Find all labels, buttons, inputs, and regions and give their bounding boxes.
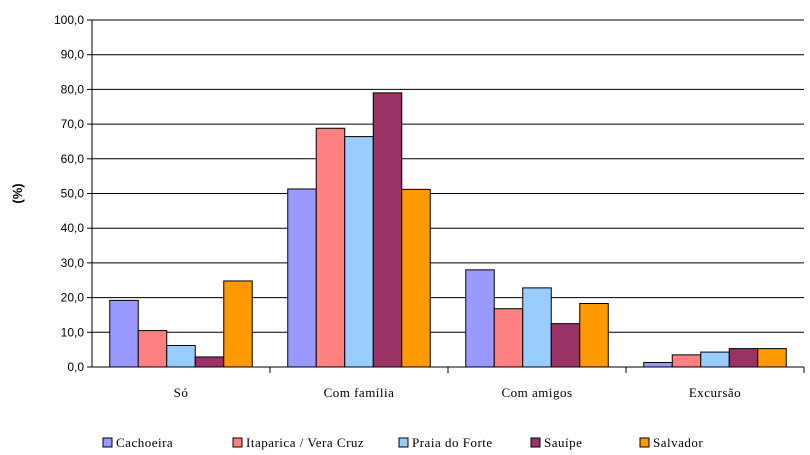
legend-swatch — [232, 437, 243, 448]
gridlines — [92, 19, 804, 333]
y-tick-label: 80,0 — [61, 82, 85, 96]
bars — [109, 92, 787, 368]
bar — [757, 348, 787, 368]
y-tick-label: 50,0 — [61, 187, 85, 201]
bar — [401, 188, 431, 368]
category-label: Com família — [324, 385, 395, 400]
bar — [550, 323, 581, 368]
bar — [137, 330, 168, 368]
y-tick-label: 20,0 — [61, 291, 85, 305]
legend-label: Cachoeira — [116, 435, 173, 450]
bar — [465, 269, 495, 368]
legend-swatch — [398, 437, 409, 448]
bar — [194, 356, 225, 368]
x-axis-categories: Só Com família Com amigos Excursão — [174, 367, 805, 400]
bar — [315, 127, 346, 368]
category-label: Com amigos — [501, 385, 572, 400]
bar — [109, 299, 139, 368]
y-axis-label: (%) — [10, 183, 25, 203]
bar — [493, 308, 524, 368]
bar — [579, 302, 609, 368]
bar — [728, 348, 759, 368]
bar — [166, 344, 196, 368]
legend-swatch — [530, 437, 541, 448]
y-tick-label: 30,0 — [61, 256, 85, 270]
y-tick-label: 10,0 — [61, 325, 85, 339]
y-tick-label: 60,0 — [61, 152, 85, 166]
legend-label: Itaparica / Vera Cruz — [246, 435, 364, 450]
legend: Cachoeira Itaparica / Vera Cruz Praia do F… — [102, 435, 703, 450]
y-tick-label: 40,0 — [61, 221, 85, 235]
bar — [344, 136, 374, 368]
y-tick-label: 0,0 — [67, 360, 84, 374]
legend-label: Sauípe — [544, 435, 582, 450]
y-tick-label: 70,0 — [61, 117, 85, 131]
bar — [643, 361, 673, 368]
bar — [522, 287, 552, 368]
bar — [372, 92, 403, 368]
legend-label: Salvador — [653, 435, 703, 450]
category-label: Excursão — [689, 385, 741, 400]
bar — [700, 351, 730, 368]
bar — [223, 280, 253, 368]
bar — [287, 188, 317, 368]
category-label: Só — [174, 385, 189, 400]
legend-swatch — [102, 437, 113, 448]
y-tick-label: 100,0 — [54, 13, 84, 27]
legend-swatch — [639, 437, 650, 448]
y-axis-ticks: 0,0 10,0 20,0 30,0 40,0 50,0 60,0 70,0 80,0 90,0 1… — [54, 13, 92, 374]
y-tick-label: 90,0 — [61, 48, 85, 62]
bar — [671, 354, 702, 368]
legend-label: Praia do Forte — [412, 435, 493, 450]
